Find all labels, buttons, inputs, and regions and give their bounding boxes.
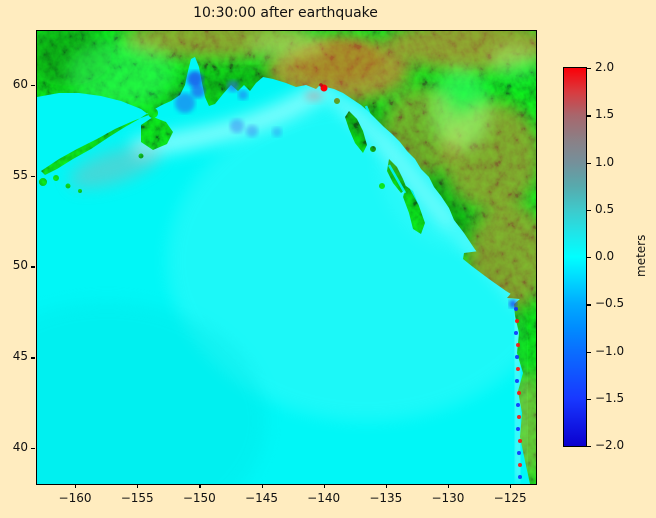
plot-title: 10:30:00 after earthquake: [193, 5, 378, 21]
pale-smudge: [69, 145, 161, 189]
map-svg: [37, 31, 536, 484]
colorbar: 2.0 1.5 1.0 0.5 0.0 −0.5 −1.0 −1.5 −2.0: [563, 60, 624, 452]
colorbar-tick-mark: [587, 304, 591, 306]
y-tick-label: 50: [12, 258, 28, 273]
colorbar-tick-mark: [587, 257, 591, 259]
y-tick-label: 45: [12, 349, 28, 364]
wave-spot: [516, 343, 520, 347]
wave-spot: [238, 90, 248, 100]
wave-spot: [515, 355, 519, 359]
wave-spot: [518, 475, 522, 479]
y-tick-label: 60: [12, 76, 28, 91]
wave-spot: [246, 125, 258, 137]
wave-spot: [227, 80, 239, 92]
x-tick-label: −155: [120, 491, 154, 505]
wave-spot: [230, 119, 244, 133]
y-tick-mark: [31, 84, 35, 87]
y-tick-mark: [31, 447, 35, 450]
colorbar-gradient: [564, 68, 586, 446]
wave-spots: [175, 71, 522, 479]
colorbar-tick-mark: [587, 209, 591, 212]
wave-spot: [517, 391, 521, 395]
wave-spot: [514, 331, 518, 335]
pink-smudge: [305, 91, 323, 101]
colorbar-tick-label: 0.0: [595, 249, 615, 263]
colorbar-tick-label: 0.5: [595, 201, 615, 216]
wave-spot: [517, 451, 521, 455]
wave-spot: [515, 379, 519, 383]
x-tick-label: −125: [493, 491, 527, 505]
x-tick-label: −130: [431, 491, 465, 505]
colorbar-tick-label: 2.0: [595, 60, 615, 74]
map-plot: [36, 30, 537, 485]
y-tick-mark: [31, 357, 35, 359]
y-tick-label: 40: [12, 439, 28, 454]
x-tick-label: −160: [58, 491, 92, 505]
colorbar-tick-mark: [587, 115, 591, 117]
colorbar-tick-mark: [587, 68, 591, 70]
colorbar-tick-mark: [587, 398, 591, 401]
wave-spot: [187, 71, 203, 87]
x-tick-label: −145: [245, 491, 278, 505]
wave-spot: [518, 463, 522, 467]
wave-spot: [516, 403, 520, 407]
colorbar-tick-label: −1.5: [595, 390, 625, 405]
x-tick-label: −140: [307, 491, 341, 505]
wave-spot: [175, 93, 195, 113]
colorbar-tick-label: 1.0: [595, 154, 615, 169]
wave-spot: [518, 439, 522, 443]
colorbar-tick-mark: [587, 446, 591, 448]
x-tick-label: −135: [369, 491, 403, 505]
y-tick-label: 55: [12, 167, 28, 182]
wave-spot: [516, 367, 520, 371]
colorbar-tick-mark: [587, 162, 591, 164]
colorbar-tick-label: −0.5: [595, 296, 625, 311]
x-tick-label: −150: [182, 491, 216, 505]
colorbar-tick-label: −2.0: [595, 438, 625, 452]
wave-spot: [517, 415, 521, 419]
colorbar-axis-label: meters: [634, 234, 648, 278]
wave-spot: [516, 427, 520, 431]
wave-spot: [319, 83, 323, 87]
colorbar-tick-mark: [587, 351, 591, 353]
y-tick-mark: [31, 175, 35, 178]
wave-spot: [514, 307, 518, 311]
wave-spot: [509, 300, 517, 308]
colorbar-tick-label: −1.0: [595, 343, 625, 358]
wave-spot: [515, 319, 519, 323]
y-tick-mark: [31, 266, 35, 268]
colorbar-tick-label: 1.5: [595, 107, 615, 122]
wave-spot: [191, 84, 205, 98]
wave-spot: [272, 127, 282, 137]
